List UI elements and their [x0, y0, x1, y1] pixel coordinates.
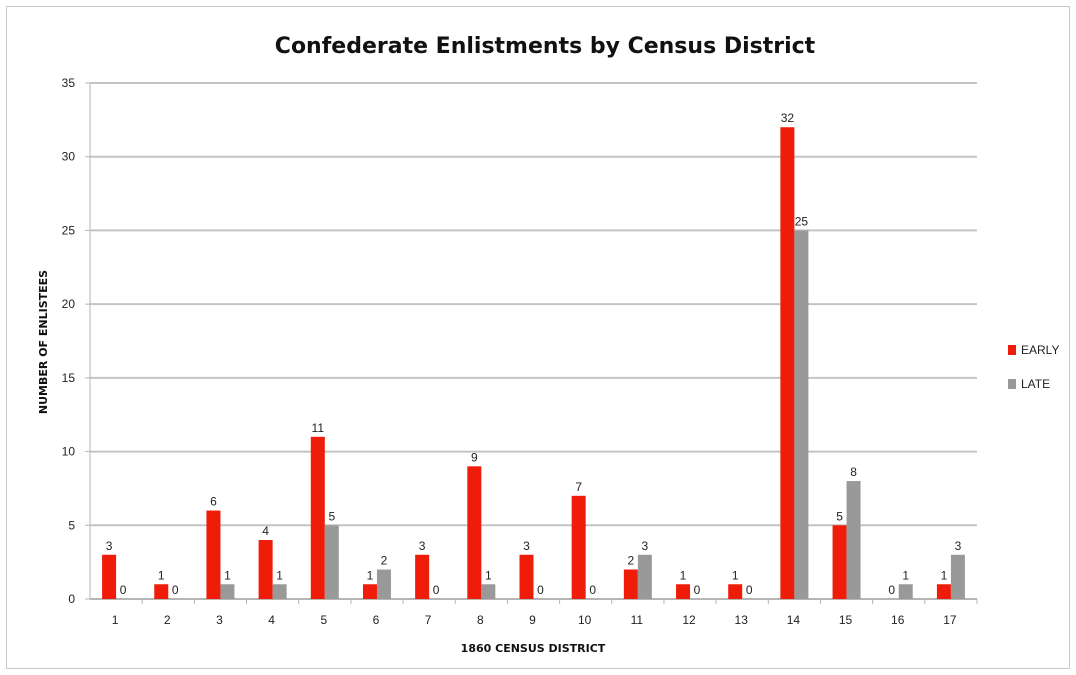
x-tick-label: 5 [320, 613, 327, 627]
y-tick-label: 15 [62, 371, 76, 385]
y-tick-label: 25 [62, 223, 76, 237]
bar-late [950, 554, 965, 599]
y-axis-title: NUMBER OF ENLISTEES [37, 270, 50, 414]
bar-early [832, 525, 847, 599]
bar-late [794, 230, 809, 599]
bar-early [728, 584, 743, 599]
data-label: 9 [471, 450, 478, 464]
bar-early [467, 466, 482, 599]
bar-late [376, 569, 391, 599]
bar-early [258, 540, 273, 599]
bar-late [481, 584, 496, 599]
data-label: 6 [210, 495, 217, 509]
data-label: 1 [367, 568, 374, 582]
legend: EARLY LATE [1008, 343, 1059, 391]
data-label: 1 [485, 568, 492, 582]
bar-late [324, 525, 339, 599]
data-label: 0 [120, 583, 127, 597]
data-label: 25 [795, 214, 809, 228]
chart-title: Confederate Enlistments by Census Distri… [275, 34, 816, 59]
x-tick-label: 3 [216, 613, 223, 627]
x-tick-label: 12 [682, 613, 696, 627]
x-axis-title: 1860 CENSUS DISTRICT [461, 642, 606, 655]
bars [102, 127, 965, 599]
y-tick-label: 0 [68, 592, 75, 606]
data-label: 7 [575, 480, 582, 494]
data-label: 0 [694, 583, 701, 597]
bar-early [571, 495, 586, 599]
x-tick-label: 11 [631, 613, 644, 627]
bar-early [519, 554, 534, 599]
data-label: 1 [680, 568, 687, 582]
bar-early [936, 584, 951, 599]
bar-late [220, 584, 235, 599]
x-tick-label: 8 [477, 613, 484, 627]
x-tick-label: 7 [425, 613, 432, 627]
data-label: 3 [523, 539, 530, 553]
data-label: 1 [902, 568, 909, 582]
data-label: 5 [328, 509, 335, 523]
x-tick-label: 13 [735, 613, 749, 627]
bar-early [780, 127, 795, 599]
bar-early [362, 584, 377, 599]
x-tick-label: 17 [943, 613, 957, 627]
data-label: 0 [537, 583, 544, 597]
data-label: 1 [732, 568, 739, 582]
y-tick-label: 5 [68, 518, 75, 532]
legend-swatch-early [1008, 345, 1016, 355]
data-label: 3 [955, 539, 962, 553]
data-label: 2 [381, 554, 388, 568]
y-tick-label: 10 [62, 445, 76, 459]
gridlines [85, 82, 978, 604]
bar-early [102, 554, 117, 599]
data-label: 1 [276, 568, 283, 582]
data-label: 1 [941, 568, 948, 582]
x-tick-label: 16 [891, 613, 905, 627]
data-label: 3 [642, 539, 649, 553]
bar-early [676, 584, 691, 599]
data-label: 0 [746, 583, 753, 597]
data-label: 3 [419, 539, 426, 553]
y-tick-label: 30 [62, 150, 76, 164]
x-tick-label: 9 [529, 613, 536, 627]
bar-late [272, 584, 287, 599]
bar-late [846, 481, 861, 599]
data-label: 2 [628, 554, 635, 568]
bar-early [310, 436, 325, 599]
data-label: 11 [312, 421, 325, 435]
bar-late [637, 554, 652, 599]
x-tick-label: 6 [373, 613, 380, 627]
data-label: 1 [224, 568, 231, 582]
data-label: 4 [262, 524, 269, 538]
x-tick-label: 2 [164, 613, 171, 627]
data-label: 0 [888, 583, 895, 597]
chart-frame [6, 6, 1070, 669]
y-tick-label: 35 [62, 76, 76, 90]
x-tick-label: 4 [268, 613, 275, 627]
data-label: 8 [850, 465, 857, 479]
legend-swatch-late [1008, 379, 1016, 389]
bar-early [206, 510, 221, 599]
data-label: 0 [433, 583, 440, 597]
x-tick-label: 14 [787, 613, 801, 627]
data-label: 5 [836, 509, 843, 523]
y-tick-label: 20 [62, 297, 76, 311]
bar-early [415, 554, 430, 599]
legend-label-early: EARLY [1021, 343, 1059, 357]
x-tick-label: 15 [839, 613, 853, 627]
legend-label-late: LATE [1021, 377, 1050, 391]
bar-early [154, 584, 169, 599]
data-label: 32 [781, 111, 795, 125]
data-label: 0 [589, 583, 596, 597]
x-tick-label: 1 [112, 613, 119, 627]
data-label: 3 [106, 539, 113, 553]
x-tick-label: 10 [578, 613, 592, 627]
bar-late [898, 584, 913, 599]
data-label: 1 [158, 568, 165, 582]
bar-early [623, 569, 638, 599]
data-label: 0 [172, 583, 179, 597]
